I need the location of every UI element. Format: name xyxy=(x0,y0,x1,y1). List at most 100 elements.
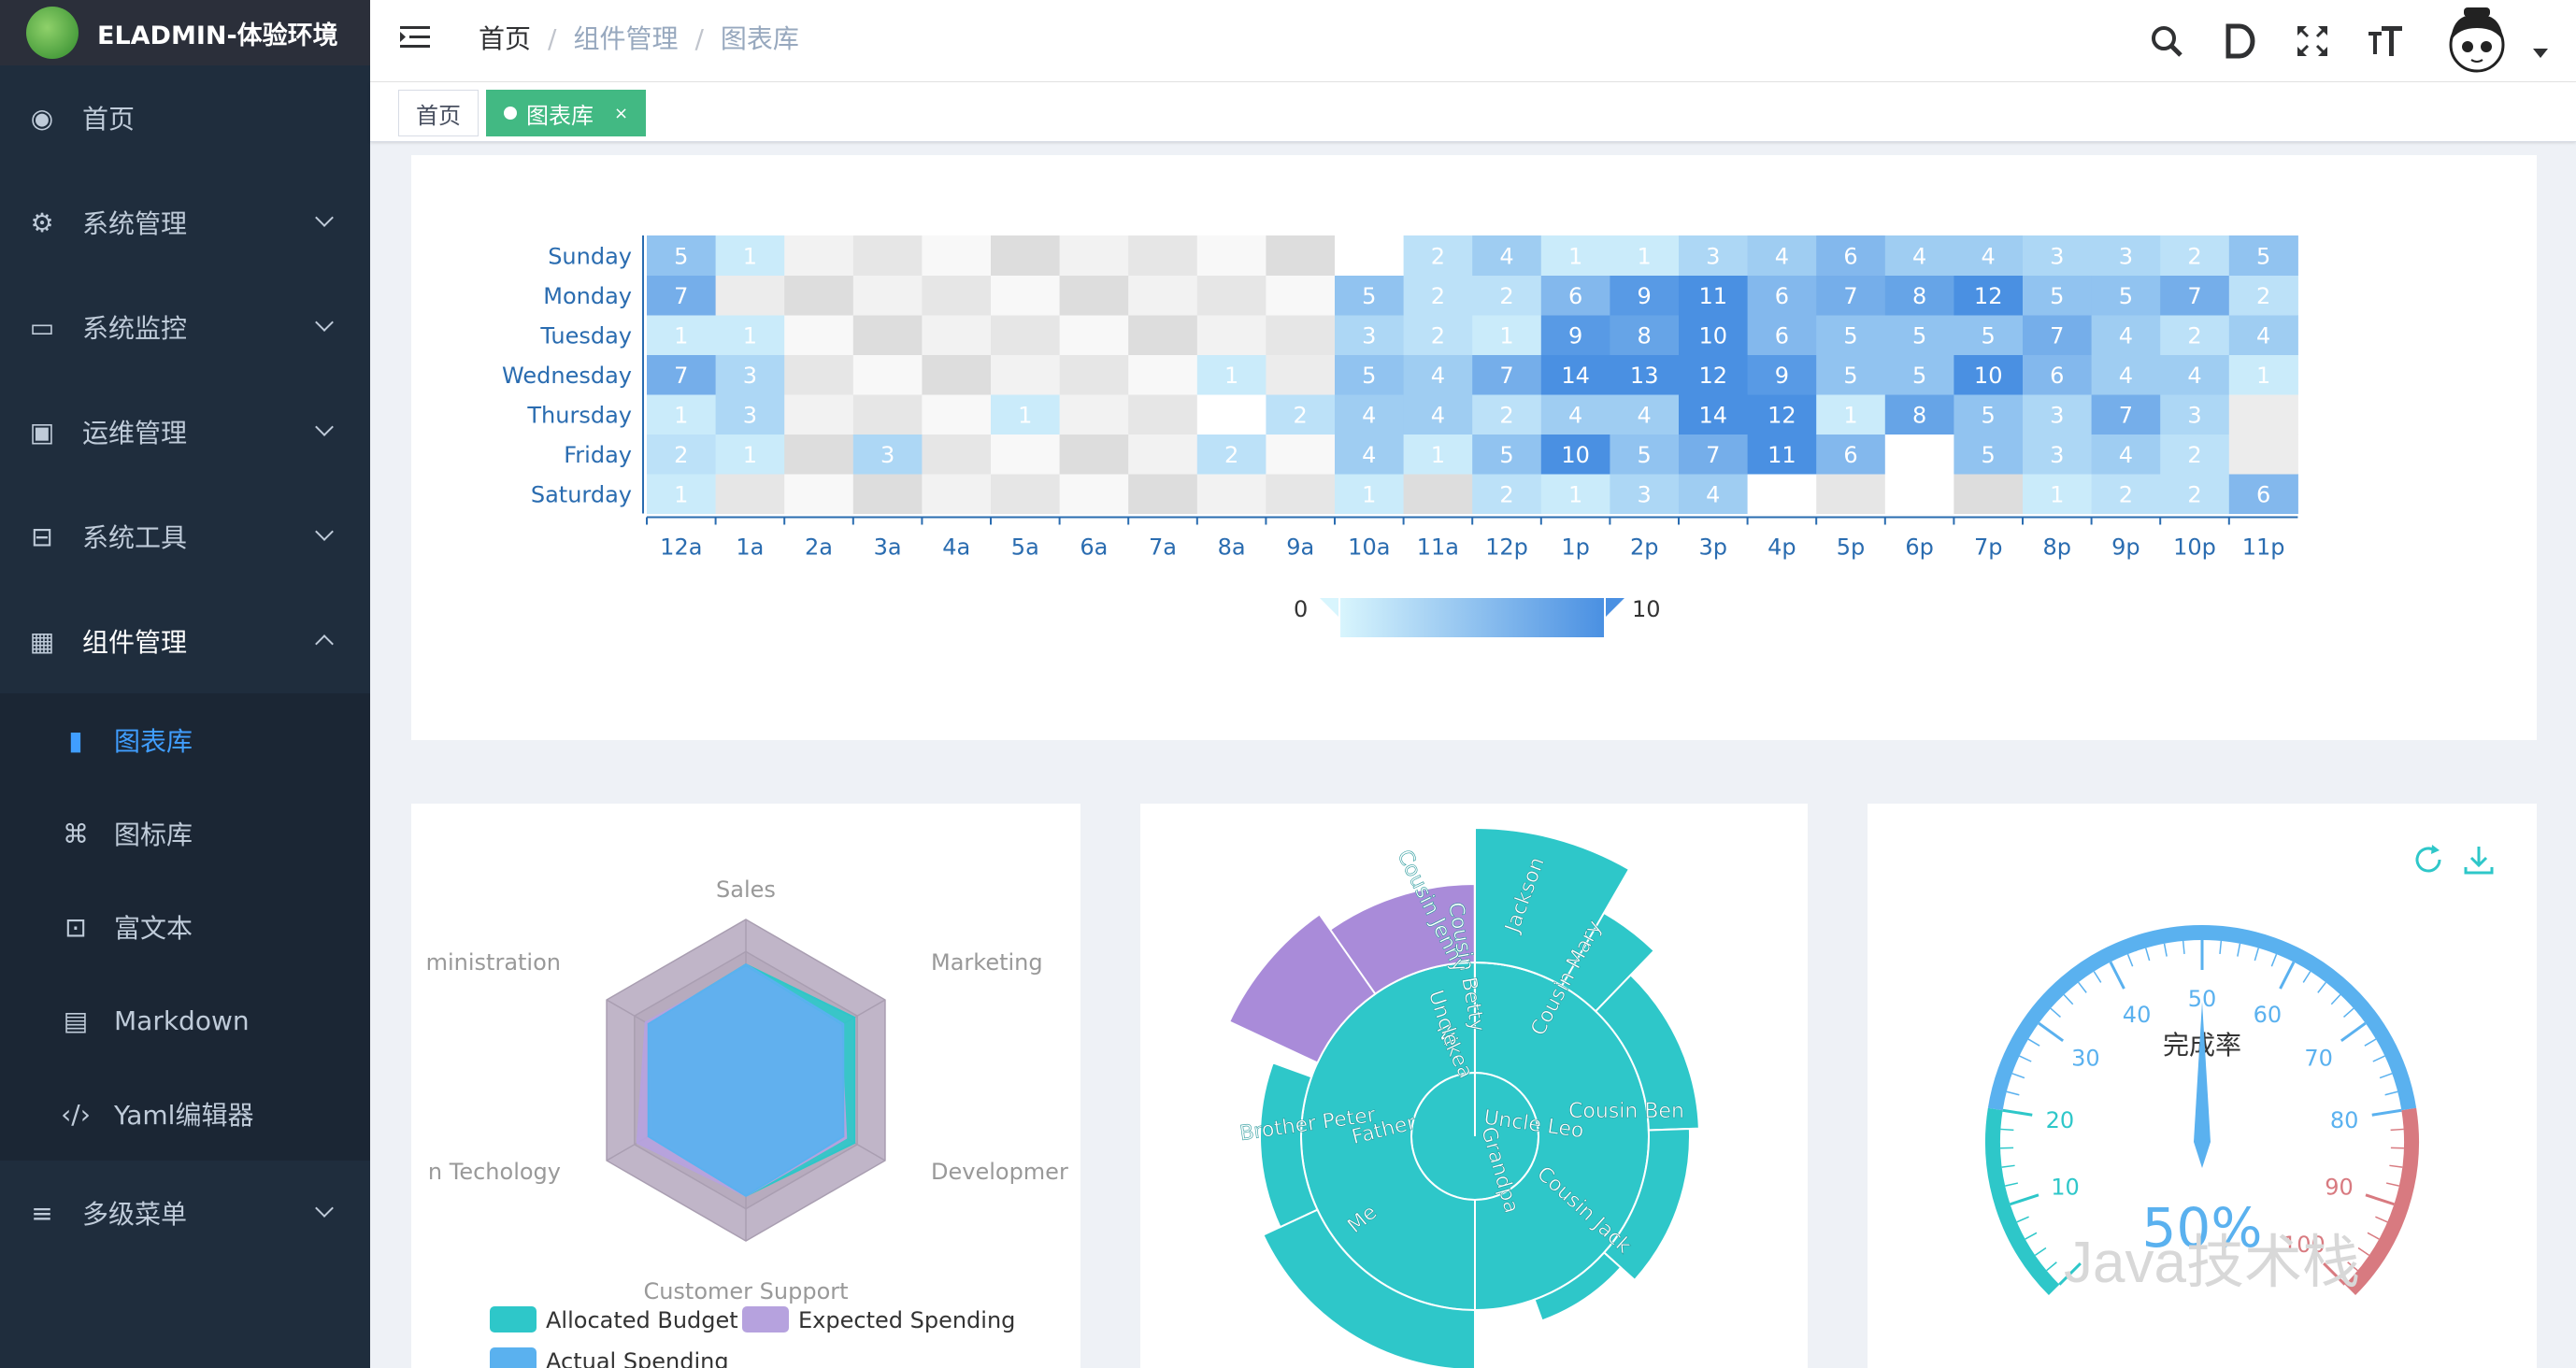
heatmap-cell xyxy=(1059,354,1129,395)
heatmap-cell xyxy=(1747,394,1817,435)
heatmap-cell xyxy=(647,394,717,435)
heatmap-cell xyxy=(784,434,854,475)
sidebar-item-home[interactable]: ◉ 首页 xyxy=(0,65,370,170)
heatmap-cell-label: 2 xyxy=(2187,322,2201,349)
close-icon[interactable]: × xyxy=(614,103,629,123)
heatmap-cell xyxy=(2160,394,2230,435)
heatmap-cell-label: 2 xyxy=(2187,442,2201,468)
tag-charts[interactable]: 图表库 × xyxy=(486,90,647,136)
heatmap-cell xyxy=(715,315,785,355)
heatmap-cell xyxy=(1472,434,1542,475)
heatmap-cell xyxy=(1540,474,1610,514)
heatmap-cell xyxy=(1472,275,1542,316)
heatmap-cell xyxy=(1953,354,2024,395)
heatmap-cell-label: 9 xyxy=(1775,363,1789,389)
radar-indicator-label: Customer Support xyxy=(643,1278,848,1304)
download-icon[interactable] xyxy=(2462,843,2496,876)
gauge-tick xyxy=(2050,1007,2061,1018)
sidebar-item-yaml[interactable]: ‹/› Yaml编辑器 xyxy=(0,1067,370,1161)
sidebar-item-label: 系统管理 xyxy=(82,208,188,239)
gauge-chart: 102030405060708090100完成率50% xyxy=(1985,925,2419,1296)
gauge-tick-label: 80 xyxy=(2330,1107,2359,1133)
heatmap-cell-label: 2 xyxy=(2256,283,2270,309)
heatmap-cell xyxy=(1196,474,1267,514)
heatmap-cell xyxy=(1679,394,1749,435)
heatmap-cell xyxy=(1816,394,1886,435)
gauge-tick xyxy=(2372,1055,2385,1062)
heatmap-cell-label: 12 xyxy=(1767,402,1796,428)
heatmap-cell xyxy=(852,394,923,435)
breadcrumb-home[interactable]: 首页 xyxy=(479,23,532,54)
sidebar-item-richtext[interactable]: ⊡ 富文本 xyxy=(0,880,370,974)
sidebar-item-system[interactable]: ⚙ 系统管理 xyxy=(0,170,370,275)
heatmap-cell xyxy=(1679,474,1749,514)
monitor-icon: ▭ xyxy=(29,311,55,343)
heatmap-cell xyxy=(1403,354,1473,395)
heatmap-cell-label: 4 xyxy=(2256,322,2270,349)
heatmap-cell xyxy=(922,474,992,514)
gauge-tick xyxy=(2237,943,2241,957)
sidebar-item-icons[interactable]: ⌘ 图标库 xyxy=(0,787,370,880)
tag-home[interactable]: 首页 xyxy=(398,90,479,136)
heatmap-cell-label: 5 xyxy=(2256,243,2270,269)
gauge-tick xyxy=(2365,1193,2395,1206)
heatmap-cell xyxy=(1335,394,1405,435)
heatmap-cell-label: 2 xyxy=(1431,322,1445,349)
gauge-tick xyxy=(2317,981,2326,993)
gauge-tick xyxy=(2384,1090,2398,1096)
heatmap-cell xyxy=(1059,434,1129,475)
heatmap-cell xyxy=(1884,434,1954,475)
fullscreen-icon[interactable] xyxy=(2294,22,2331,60)
heatmap-cell-label: 6 xyxy=(1775,283,1789,309)
x-tick-label: 7p xyxy=(1974,534,2003,561)
heatmap-cell xyxy=(2160,315,2230,355)
x-tick-label: 10a xyxy=(1348,534,1390,561)
heatmap-cell-label: 3 xyxy=(1362,322,1376,349)
x-tick-label: 8a xyxy=(1218,534,1246,561)
gauge-tick-label: 70 xyxy=(2304,1045,2333,1071)
sidebar-item-markdown[interactable]: ▤ Markdown xyxy=(0,974,370,1067)
caret-down-icon[interactable] xyxy=(2533,49,2548,58)
heatmap-cell-label: 2 xyxy=(1294,402,1308,428)
heatmap-cell-label: 1 xyxy=(674,402,688,428)
gauge-value: 50% xyxy=(2142,1196,2263,1260)
hamburger-icon[interactable] xyxy=(398,21,432,54)
heatmap-cell xyxy=(2228,394,2298,435)
sunburst-segment xyxy=(1474,826,1631,988)
tag-label: 首页 xyxy=(416,102,461,129)
doc-icon[interactable] xyxy=(2221,22,2258,60)
heatmap-cell xyxy=(1816,354,1886,395)
heatmap-cell-label: 7 xyxy=(2187,283,2201,309)
gauge-tick xyxy=(2385,1182,2399,1187)
heatmap-cell xyxy=(1610,235,1680,276)
x-tick-label: 9p xyxy=(2111,534,2140,561)
sidebar-item-tools[interactable]: ⊟ 系统工具 xyxy=(0,484,370,589)
sidebar-item-ops[interactable]: ▣ 运维管理 xyxy=(0,379,370,484)
heatmap-cell-label: 7 xyxy=(2119,402,2133,428)
gauge-band xyxy=(1987,925,2417,1111)
search-icon[interactable] xyxy=(2148,22,2185,60)
gauge-tick xyxy=(2025,1232,2038,1240)
heatmap-cell xyxy=(647,275,717,316)
heatmap-cell xyxy=(1953,394,2024,435)
heatmap-cell xyxy=(1679,315,1749,355)
sidebar-item-multilevel[interactable]: ≡ 多级菜单 xyxy=(0,1161,370,1265)
avatar[interactable] xyxy=(2440,4,2514,78)
heatmap-cell-label: 2 xyxy=(2187,243,2201,269)
heatmap-cell xyxy=(647,354,717,395)
heatmap-cell xyxy=(1816,235,1886,276)
heatmap-cell-label: 5 xyxy=(674,243,688,269)
font-size-icon[interactable] xyxy=(2367,22,2404,60)
heatmap-cell xyxy=(715,434,785,475)
sidebar-item-monitor[interactable]: ▭ 系统监控 xyxy=(0,275,370,379)
gauge-tick xyxy=(2126,953,2134,967)
sidebar-item-charts[interactable]: ▮ 图表库 xyxy=(0,693,370,787)
sidebar-item-components[interactable]: ▦ 组件管理 xyxy=(0,589,370,693)
heatmap-cell xyxy=(1059,235,1129,276)
app-logo[interactable]: ELADMIN-体验环境 xyxy=(0,0,370,65)
refresh-icon[interactable] xyxy=(2411,843,2445,876)
heatmap-cell xyxy=(2228,315,2298,355)
heatmap-cell-label: 1 xyxy=(674,322,688,349)
heatmap-cell-label: 4 xyxy=(1775,243,1789,269)
radar-card: Sales Marketing Developmer Customer Support… xyxy=(411,804,1080,1368)
